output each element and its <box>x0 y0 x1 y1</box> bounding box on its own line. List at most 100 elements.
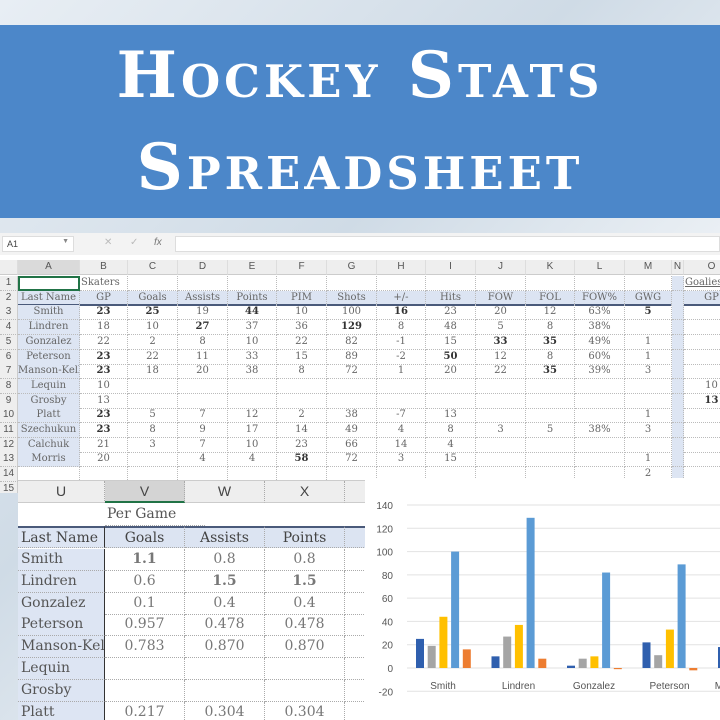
per-game-cell[interactable] <box>345 702 365 720</box>
row-header-15[interactable]: 15 <box>0 481 18 493</box>
cell-K2[interactable]: FOL <box>526 290 575 306</box>
row-header-4[interactable]: 4 <box>0 320 18 336</box>
cell-C7[interactable]: 18 <box>128 364 178 380</box>
cell-A10[interactable]: Platt <box>18 408 80 424</box>
cell-I9[interactable] <box>426 393 476 409</box>
cell-K4[interactable]: 8 <box>526 320 575 336</box>
cell-M5[interactable]: 1 <box>625 334 672 350</box>
cell-F7[interactable]: 8 <box>277 364 327 380</box>
cell-N1[interactable] <box>672 276 684 291</box>
cell-H2[interactable]: +/- <box>377 290 426 306</box>
per-game-cell[interactable] <box>345 636 365 659</box>
cell-I8[interactable] <box>426 378 476 394</box>
cell-N5[interactable] <box>672 334 684 350</box>
cell-D1[interactable] <box>178 276 228 291</box>
cell-D5[interactable]: 8 <box>178 334 228 350</box>
cell-K10[interactable] <box>526 408 575 424</box>
cell-O8[interactable]: 10 <box>684 379 720 394</box>
cell-M1[interactable] <box>625 276 672 291</box>
cell-B11[interactable]: 23 <box>80 423 128 438</box>
cell-G8[interactable] <box>327 378 377 394</box>
cell-M10[interactable]: 1 <box>625 408 672 424</box>
cell-A8[interactable]: Lequin <box>18 378 80 394</box>
per-game-cell[interactable] <box>105 658 185 680</box>
cancel-icon[interactable]: ✕ <box>104 237 113 248</box>
cell-B2[interactable]: GP <box>80 290 128 306</box>
row-header-14[interactable]: 14 <box>0 467 18 483</box>
column-header-B[interactable]: B <box>80 260 128 275</box>
cell-O4[interactable] <box>684 320 720 336</box>
cell-B6[interactable]: 23 <box>80 349 128 365</box>
cell-C11[interactable]: 8 <box>128 423 178 438</box>
cell-O12[interactable] <box>684 438 720 453</box>
cell-A7[interactable]: Manson-Kelly <box>18 364 80 380</box>
cell-H11[interactable]: 4 <box>377 423 426 438</box>
column-header-J[interactable]: J <box>476 260 526 275</box>
cell-L9[interactable] <box>575 393 625 409</box>
cell-M2[interactable]: GWG <box>625 290 672 306</box>
formula-input[interactable] <box>175 236 720 252</box>
cell-O6[interactable] <box>684 350 720 365</box>
name-box[interactable]: A1 ▼ <box>2 236 74 252</box>
cell-M12[interactable] <box>625 437 672 453</box>
cell-M7[interactable]: 3 <box>625 364 672 380</box>
cell-J12[interactable] <box>476 437 526 453</box>
cell-F12[interactable]: 23 <box>277 437 327 453</box>
cell-F9[interactable] <box>277 393 327 409</box>
per-game-cell[interactable]: 0.478 <box>185 614 265 637</box>
cell-H9[interactable] <box>377 393 426 409</box>
cell-B7[interactable]: 23 <box>80 364 128 380</box>
row-header-1[interactable]: 1 <box>0 276 18 291</box>
cell-K8[interactable] <box>526 378 575 394</box>
cell-G10[interactable]: 38 <box>327 408 377 424</box>
cell-L1[interactable] <box>575 276 625 291</box>
cell-E13[interactable]: 4 <box>228 452 277 468</box>
cell-O11[interactable] <box>684 423 720 438</box>
per-game-name[interactable]: Peterson <box>18 614 105 637</box>
cell-A6[interactable]: Peterson <box>18 349 80 365</box>
per-game-cell[interactable]: 0.8 <box>265 549 345 571</box>
per-game-cell[interactable]: 0.870 <box>265 636 345 659</box>
cell-C13[interactable] <box>128 452 178 468</box>
cell-E9[interactable] <box>228 393 277 409</box>
cell-H4[interactable]: 8 <box>377 320 426 336</box>
cell-K6[interactable]: 8 <box>526 349 575 365</box>
cell-J10[interactable] <box>476 408 526 424</box>
column-header-I[interactable]: I <box>426 260 476 275</box>
cell-H13[interactable]: 3 <box>377 452 426 468</box>
row-header-12[interactable]: 12 <box>0 437 18 453</box>
cell-F13[interactable]: 58 <box>277 452 327 468</box>
cell-K7[interactable]: 35 <box>526 364 575 380</box>
cell-J9[interactable] <box>476 393 526 409</box>
cell-F4[interactable]: 36 <box>277 320 327 336</box>
cell-B3[interactable]: 23 <box>80 305 128 321</box>
cell-K12[interactable] <box>526 437 575 453</box>
per-game-cell[interactable] <box>105 679 185 702</box>
per-game-header-assists[interactable]: Assists <box>185 526 265 548</box>
cell-B12[interactable]: 21 <box>80 437 128 453</box>
cell-A12[interactable]: Calchuk <box>18 437 80 453</box>
cell-O2[interactable]: GP <box>684 290 720 306</box>
cell-M6[interactable]: 1 <box>625 349 672 365</box>
column-header-G[interactable]: G <box>327 260 377 275</box>
cell-M3[interactable]: 5 <box>625 305 672 321</box>
cell-K9[interactable] <box>526 393 575 409</box>
per-game-cell[interactable] <box>345 658 365 680</box>
cell-I2[interactable]: Hits <box>426 290 476 306</box>
cell-H1[interactable] <box>377 276 426 291</box>
cell-I1[interactable] <box>426 276 476 291</box>
cell-C5[interactable]: 2 <box>128 334 178 350</box>
cell-I13[interactable]: 15 <box>426 452 476 468</box>
per-game-cell[interactable]: 0.304 <box>185 701 265 720</box>
cell-C1[interactable] <box>128 276 178 291</box>
per-game-cell[interactable] <box>265 658 345 680</box>
per-game-cell[interactable]: 0.8 <box>185 549 265 571</box>
cell-E8[interactable] <box>228 378 277 394</box>
cell-B5[interactable]: 22 <box>80 334 128 350</box>
cell-M11[interactable]: 3 <box>625 423 672 438</box>
column-header-H[interactable]: H <box>377 260 426 275</box>
cell-M9[interactable] <box>625 393 672 409</box>
column-header-E[interactable]: E <box>228 260 277 275</box>
per-game-name[interactable]: Smith <box>18 549 105 571</box>
per-game-name[interactable]: Gonzalez <box>18 592 105 615</box>
